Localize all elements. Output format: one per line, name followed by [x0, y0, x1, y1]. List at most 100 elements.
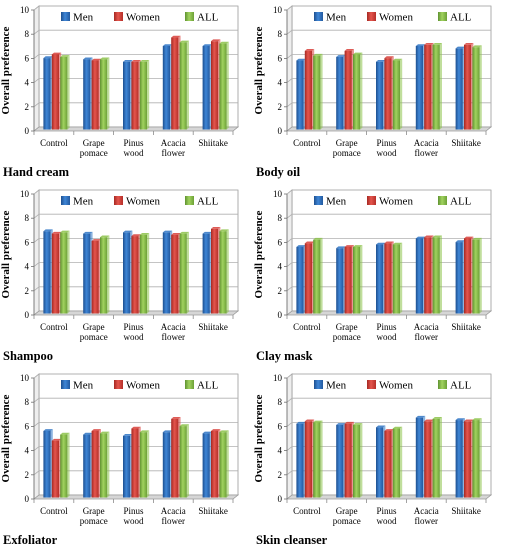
bar-front [353, 424, 361, 498]
gridline [286, 78, 293, 83]
gridline [33, 102, 40, 108]
x-tick-label: pomace [333, 516, 361, 526]
bar-top [139, 233, 150, 235]
bar-top [455, 240, 465, 243]
legend-swatch [61, 196, 70, 205]
bar-front [43, 58, 51, 130]
bar-top [296, 421, 306, 424]
legend-swatch [114, 380, 123, 389]
legend-item-men: Men [314, 12, 347, 24]
bar-top [179, 40, 189, 43]
bar-top [51, 231, 62, 234]
bar-front [392, 244, 400, 314]
y-tick-label: 10 [20, 5, 30, 15]
x-tick-label: Grape [83, 138, 105, 148]
bar-front [100, 237, 108, 314]
side-wall [33, 5, 40, 132]
bar-front [313, 422, 321, 498]
gridline [286, 286, 293, 292]
bar-side [439, 235, 442, 314]
bar-front [123, 61, 131, 130]
panel-label: Skin cleanser [256, 533, 328, 547]
x-tick-label: Pinus [123, 506, 144, 516]
bar-top [100, 57, 110, 60]
bar-side [107, 57, 110, 130]
x-tick-label: Acacia [161, 322, 186, 332]
bar-women-control [304, 49, 315, 130]
gridline [33, 189, 40, 195]
bar-top [336, 423, 346, 425]
y-axis-label: Overall preference [253, 210, 265, 298]
bar-top [424, 419, 434, 422]
bar-top [313, 237, 323, 240]
bar-front [123, 435, 131, 498]
bar-all-acacia-flower [432, 43, 442, 130]
bar-front [344, 50, 352, 130]
legend-label: Women [379, 380, 413, 392]
bar-top [455, 418, 465, 421]
gridline [33, 397, 40, 403]
bar-top [353, 52, 363, 55]
bar-top [296, 245, 306, 247]
gridline [286, 262, 293, 267]
bar-side [147, 59, 150, 130]
bar-top [60, 230, 70, 233]
bar-all-acacia-flower [179, 40, 189, 130]
legend-label: ALL [197, 12, 219, 24]
x-tick-label: Control [293, 506, 321, 516]
legend-item-all: ALL [185, 380, 219, 392]
bar-top [219, 430, 229, 433]
bar-all-shiitake [219, 430, 229, 498]
bar-front [424, 237, 432, 314]
bar-top [91, 239, 101, 241]
x-tick-label: Control [40, 506, 68, 516]
x-tick-label: pomace [80, 148, 108, 158]
bar-front [424, 421, 432, 498]
y-tick-label: 0 [278, 494, 283, 504]
panel-label: Shampoo [3, 349, 53, 363]
bar-front [415, 238, 423, 314]
bar-top [455, 46, 465, 49]
x-tick-label: Grape [83, 322, 105, 332]
bar-top [60, 55, 70, 57]
gridline [286, 213, 293, 219]
legend-item-men: Men [314, 380, 347, 392]
legend-swatch [314, 380, 323, 389]
legend-item-women: Women [367, 12, 413, 24]
bar-top [392, 58, 403, 61]
x-tick-label: flower [415, 148, 439, 158]
bar-top [415, 415, 426, 418]
bar-front [83, 59, 91, 130]
y-tick-label: 2 [278, 470, 283, 480]
legend-swatch [114, 196, 123, 205]
bar-top [123, 433, 133, 436]
bar-women-control [304, 419, 315, 498]
x-tick-label: wood [124, 148, 144, 158]
bar-women-acacia-flower [171, 417, 181, 498]
bar-women-control [51, 231, 62, 314]
y-tick-label: 10 [20, 373, 30, 383]
bar-top [162, 230, 173, 233]
bar-top [344, 421, 354, 424]
bar-top [51, 52, 62, 55]
bar-side [479, 45, 482, 130]
gridline [33, 54, 40, 59]
bar-top [344, 245, 354, 247]
legend-swatch [314, 12, 323, 21]
bar-front [211, 430, 219, 498]
bar-top [464, 419, 474, 422]
bar-side [226, 430, 229, 498]
bar-men-pinus-wood [123, 433, 133, 498]
bar-women-grape-pomace [344, 421, 354, 498]
x-tick-label: flower [162, 148, 186, 158]
x-tick-label: Shiitake [451, 506, 481, 516]
bar-women-shiitake [211, 429, 221, 498]
bar-side [147, 430, 150, 498]
bar-front [139, 234, 147, 314]
legend-item-women: Women [367, 196, 413, 208]
bar-front [171, 37, 179, 130]
bar-men-control [296, 245, 306, 314]
bar-front [336, 56, 344, 130]
